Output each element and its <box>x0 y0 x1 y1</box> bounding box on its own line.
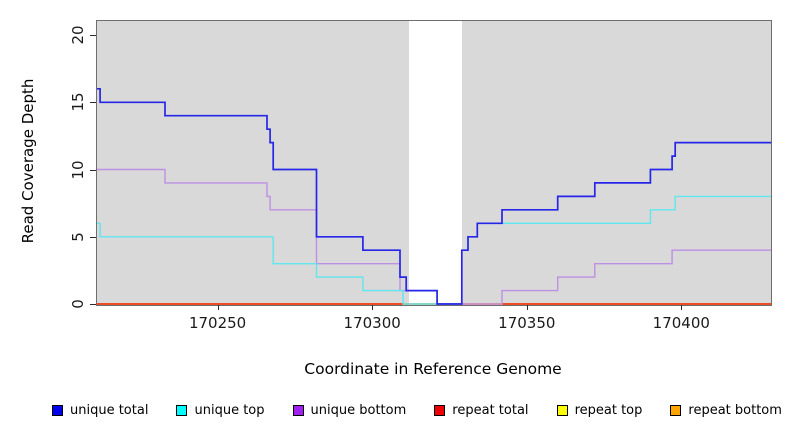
x-tick-mark <box>372 305 374 310</box>
y-tick-mark <box>90 102 96 104</box>
series-line-unique-top <box>97 195 771 305</box>
x-tick-mark <box>681 305 683 310</box>
legend-swatch-repeat-total <box>434 404 446 416</box>
legend-label: repeat top <box>574 402 643 418</box>
y-tick-label-text: 15 <box>69 92 87 112</box>
x-tick-label: 170400 <box>652 314 710 332</box>
series-svg <box>97 87 771 305</box>
legend-label: unique total <box>70 402 149 418</box>
legend-label: unique bottom <box>310 402 407 418</box>
y-tick-label-text: 0 <box>69 299 87 309</box>
x-tick-mark <box>526 305 528 310</box>
y-tick-mark <box>90 169 96 171</box>
legend-swatch-repeat-bottom <box>670 404 682 416</box>
x-tick-label: 170300 <box>343 314 401 332</box>
y-tick-mark <box>90 35 96 36</box>
y-tick-label-text: 10 <box>69 159 87 180</box>
legend-swatch-repeat-top <box>556 404 568 416</box>
y-tick-mark <box>90 304 96 305</box>
legend: unique total unique top unique bottom repea… <box>52 401 782 419</box>
y-tick-label-text: 5 <box>69 232 87 242</box>
legend-item-unique-top: unique top <box>176 402 265 418</box>
x-axis-title: Coordinate in Reference Genome <box>304 360 562 378</box>
y-axis-title-text: Read Coverage Depth <box>19 78 37 244</box>
plot-area <box>96 20 772 306</box>
legend-item-repeat-bottom: repeat bottom <box>670 403 782 418</box>
y-tick-label-text: 20 <box>69 25 87 45</box>
series-line-unique-total <box>97 87 771 305</box>
legend-item-repeat-top: repeat top <box>556 402 643 418</box>
legend-swatch-unique-top <box>176 404 188 416</box>
x-tick-mark <box>217 305 219 310</box>
legend-swatch-unique-total <box>52 404 63 416</box>
legend-item-unique-bottom: unique bottom <box>292 402 407 418</box>
legend-label: repeat bottom <box>688 402 782 418</box>
legend-label: unique top <box>194 402 265 418</box>
coverage-gap-band <box>409 21 462 305</box>
legend-swatch-unique-bottom <box>292 404 304 416</box>
x-tick-label: 170250 <box>188 314 247 332</box>
x-tick-label: 170350 <box>498 314 556 332</box>
y-tick-mark <box>90 236 96 238</box>
legend-item-unique-total: unique total <box>52 403 148 418</box>
legend-item-repeat-total: repeat total <box>434 402 529 418</box>
legend-label: repeat total <box>452 402 529 418</box>
